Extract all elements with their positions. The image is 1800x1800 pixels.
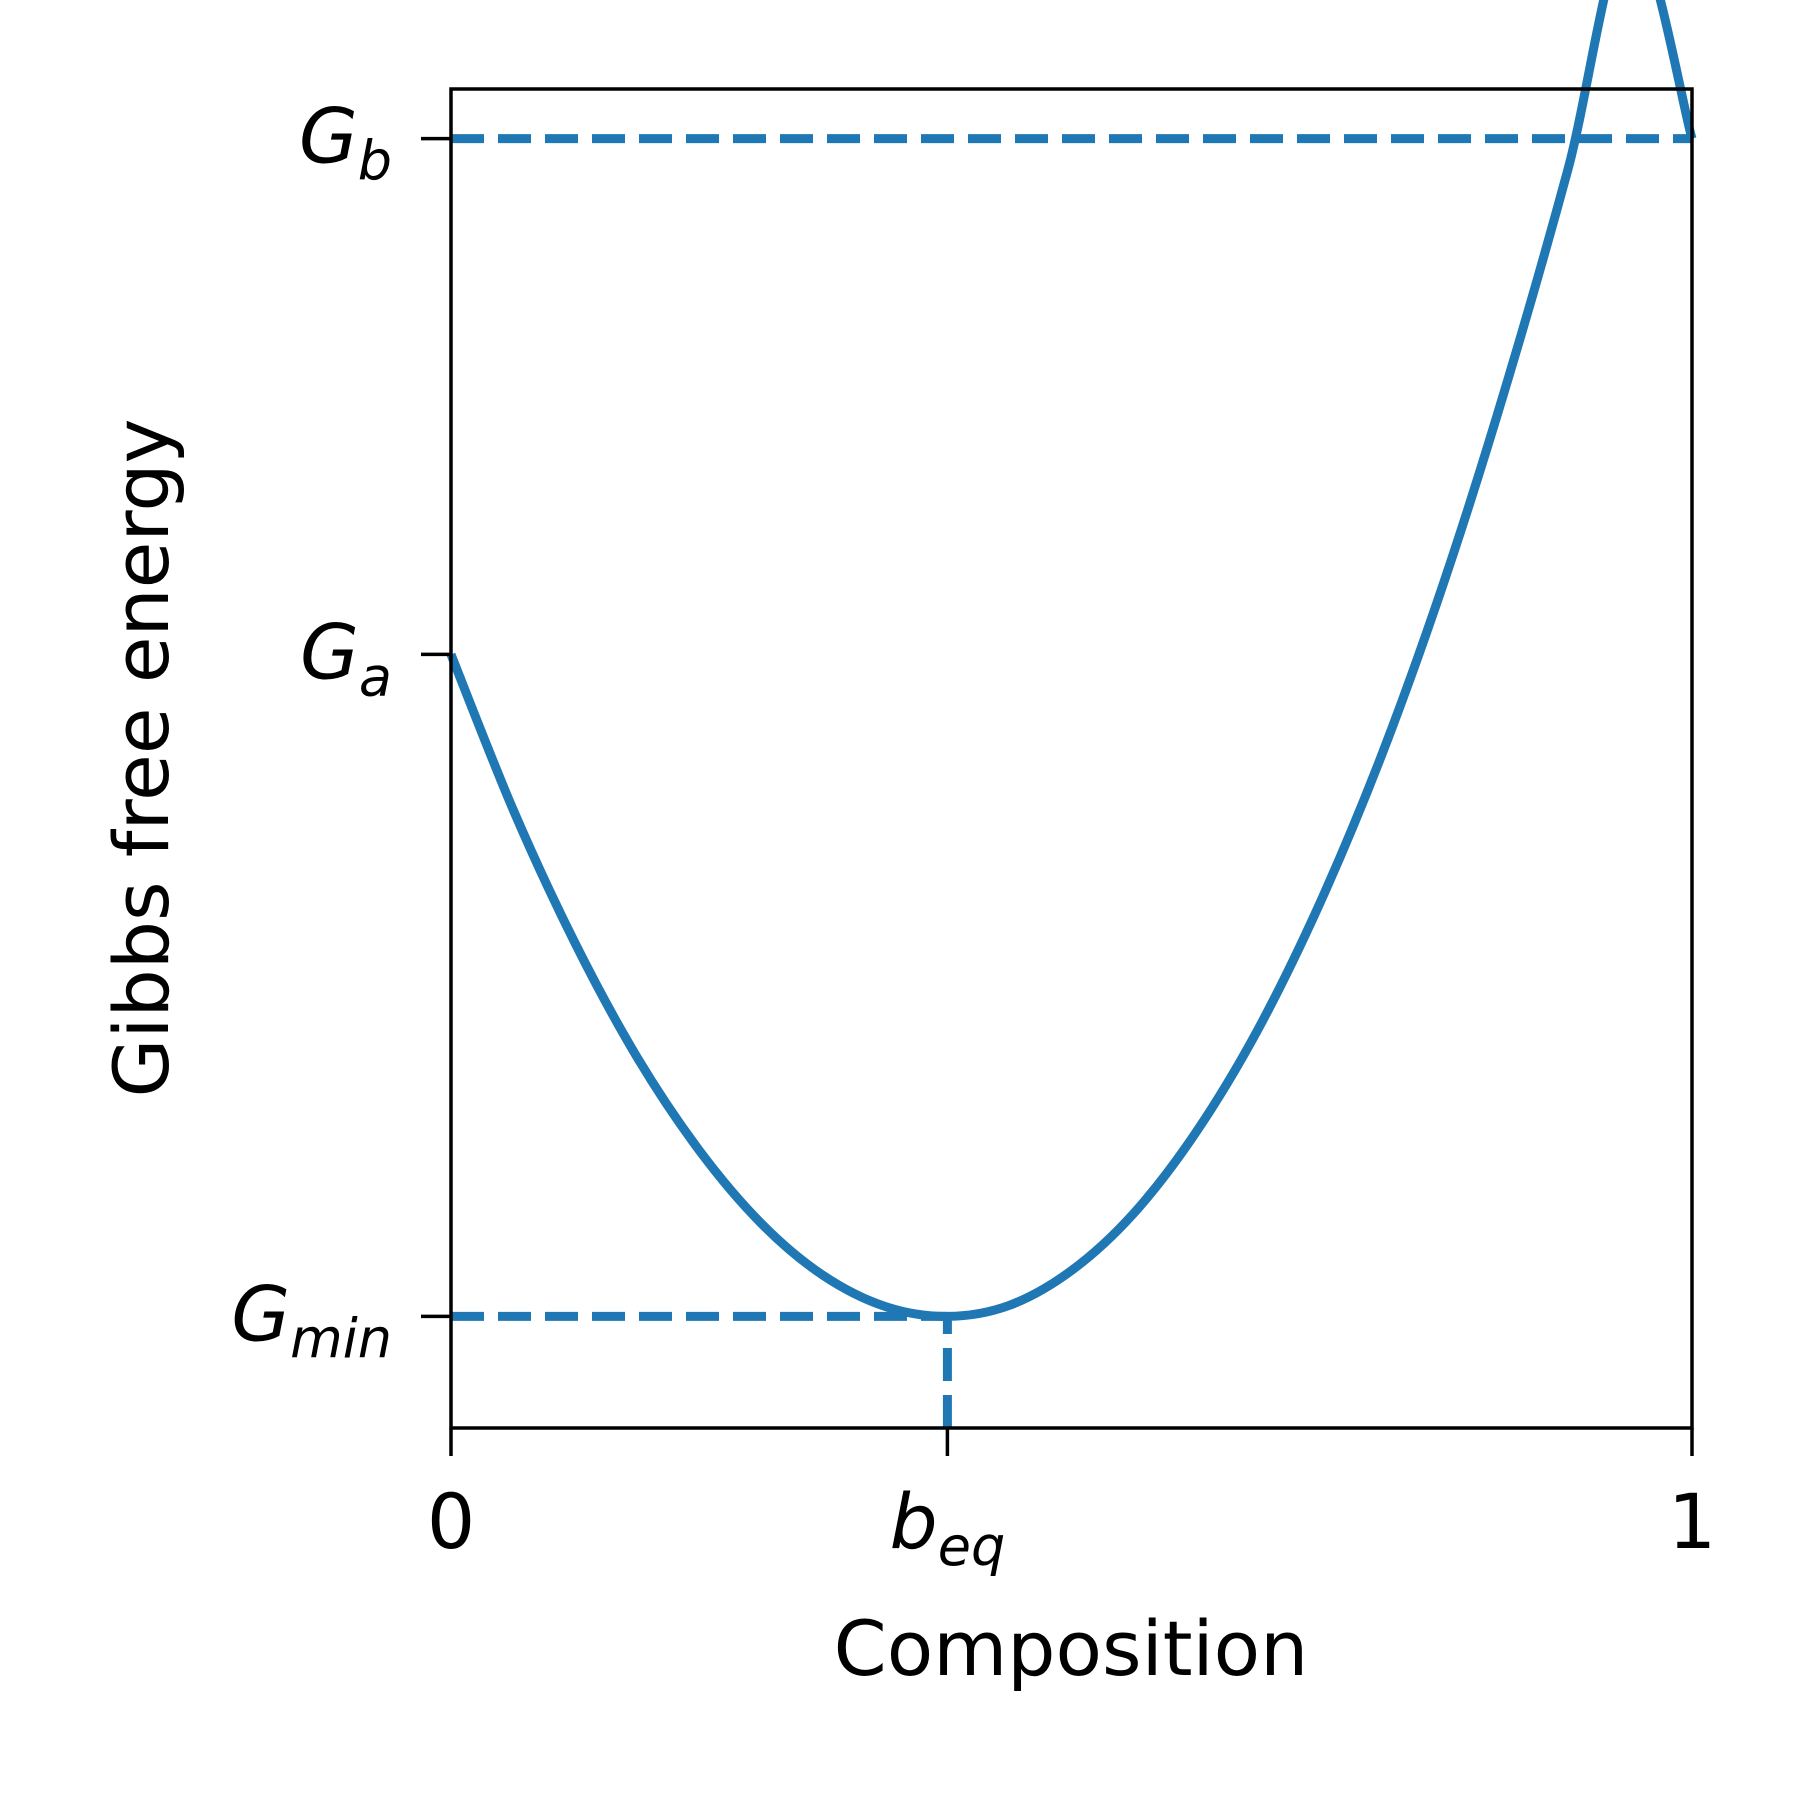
reference-lines bbox=[451, 134, 1692, 1428]
x-tick-label-1-main: b bbox=[890, 1477, 938, 1566]
x-tick-label-1: beq bbox=[890, 1477, 1006, 1578]
y-tick-label-1: Ga bbox=[300, 607, 392, 708]
x-tick-label-0: 0 bbox=[427, 1477, 475, 1566]
x-tick-label-1-sub: eq bbox=[938, 1515, 1006, 1578]
y-tick-label-2-main: G bbox=[231, 1269, 290, 1358]
y-tick-label-0-sub: b bbox=[358, 130, 392, 193]
x-tick-label-0-main: 0 bbox=[427, 1477, 475, 1566]
y-tick-label-1-sub: a bbox=[359, 645, 392, 708]
curve-layer bbox=[446, 0, 1697, 1321]
y-axis-label: Gibbs free energy bbox=[97, 418, 186, 1097]
x-tick-label-2: 1 bbox=[1668, 1477, 1716, 1566]
y-tick-label-1-main: G bbox=[300, 607, 359, 696]
y-tick-label-2: Gmin bbox=[231, 1269, 392, 1370]
y-tick-label-0: Gb bbox=[299, 92, 392, 193]
gibbs-curve-0 bbox=[446, 0, 1697, 1321]
x-axis-label: Composition bbox=[834, 1604, 1309, 1693]
x-ticks: 0 beq 1 bbox=[427, 1428, 1716, 1578]
axes-frame bbox=[449, 87, 1694, 1430]
x-tick-label-2-main: 1 bbox=[1668, 1477, 1716, 1566]
y-tick-label-2-sub: min bbox=[290, 1307, 392, 1370]
y-tick-label-0-main: G bbox=[299, 92, 358, 181]
